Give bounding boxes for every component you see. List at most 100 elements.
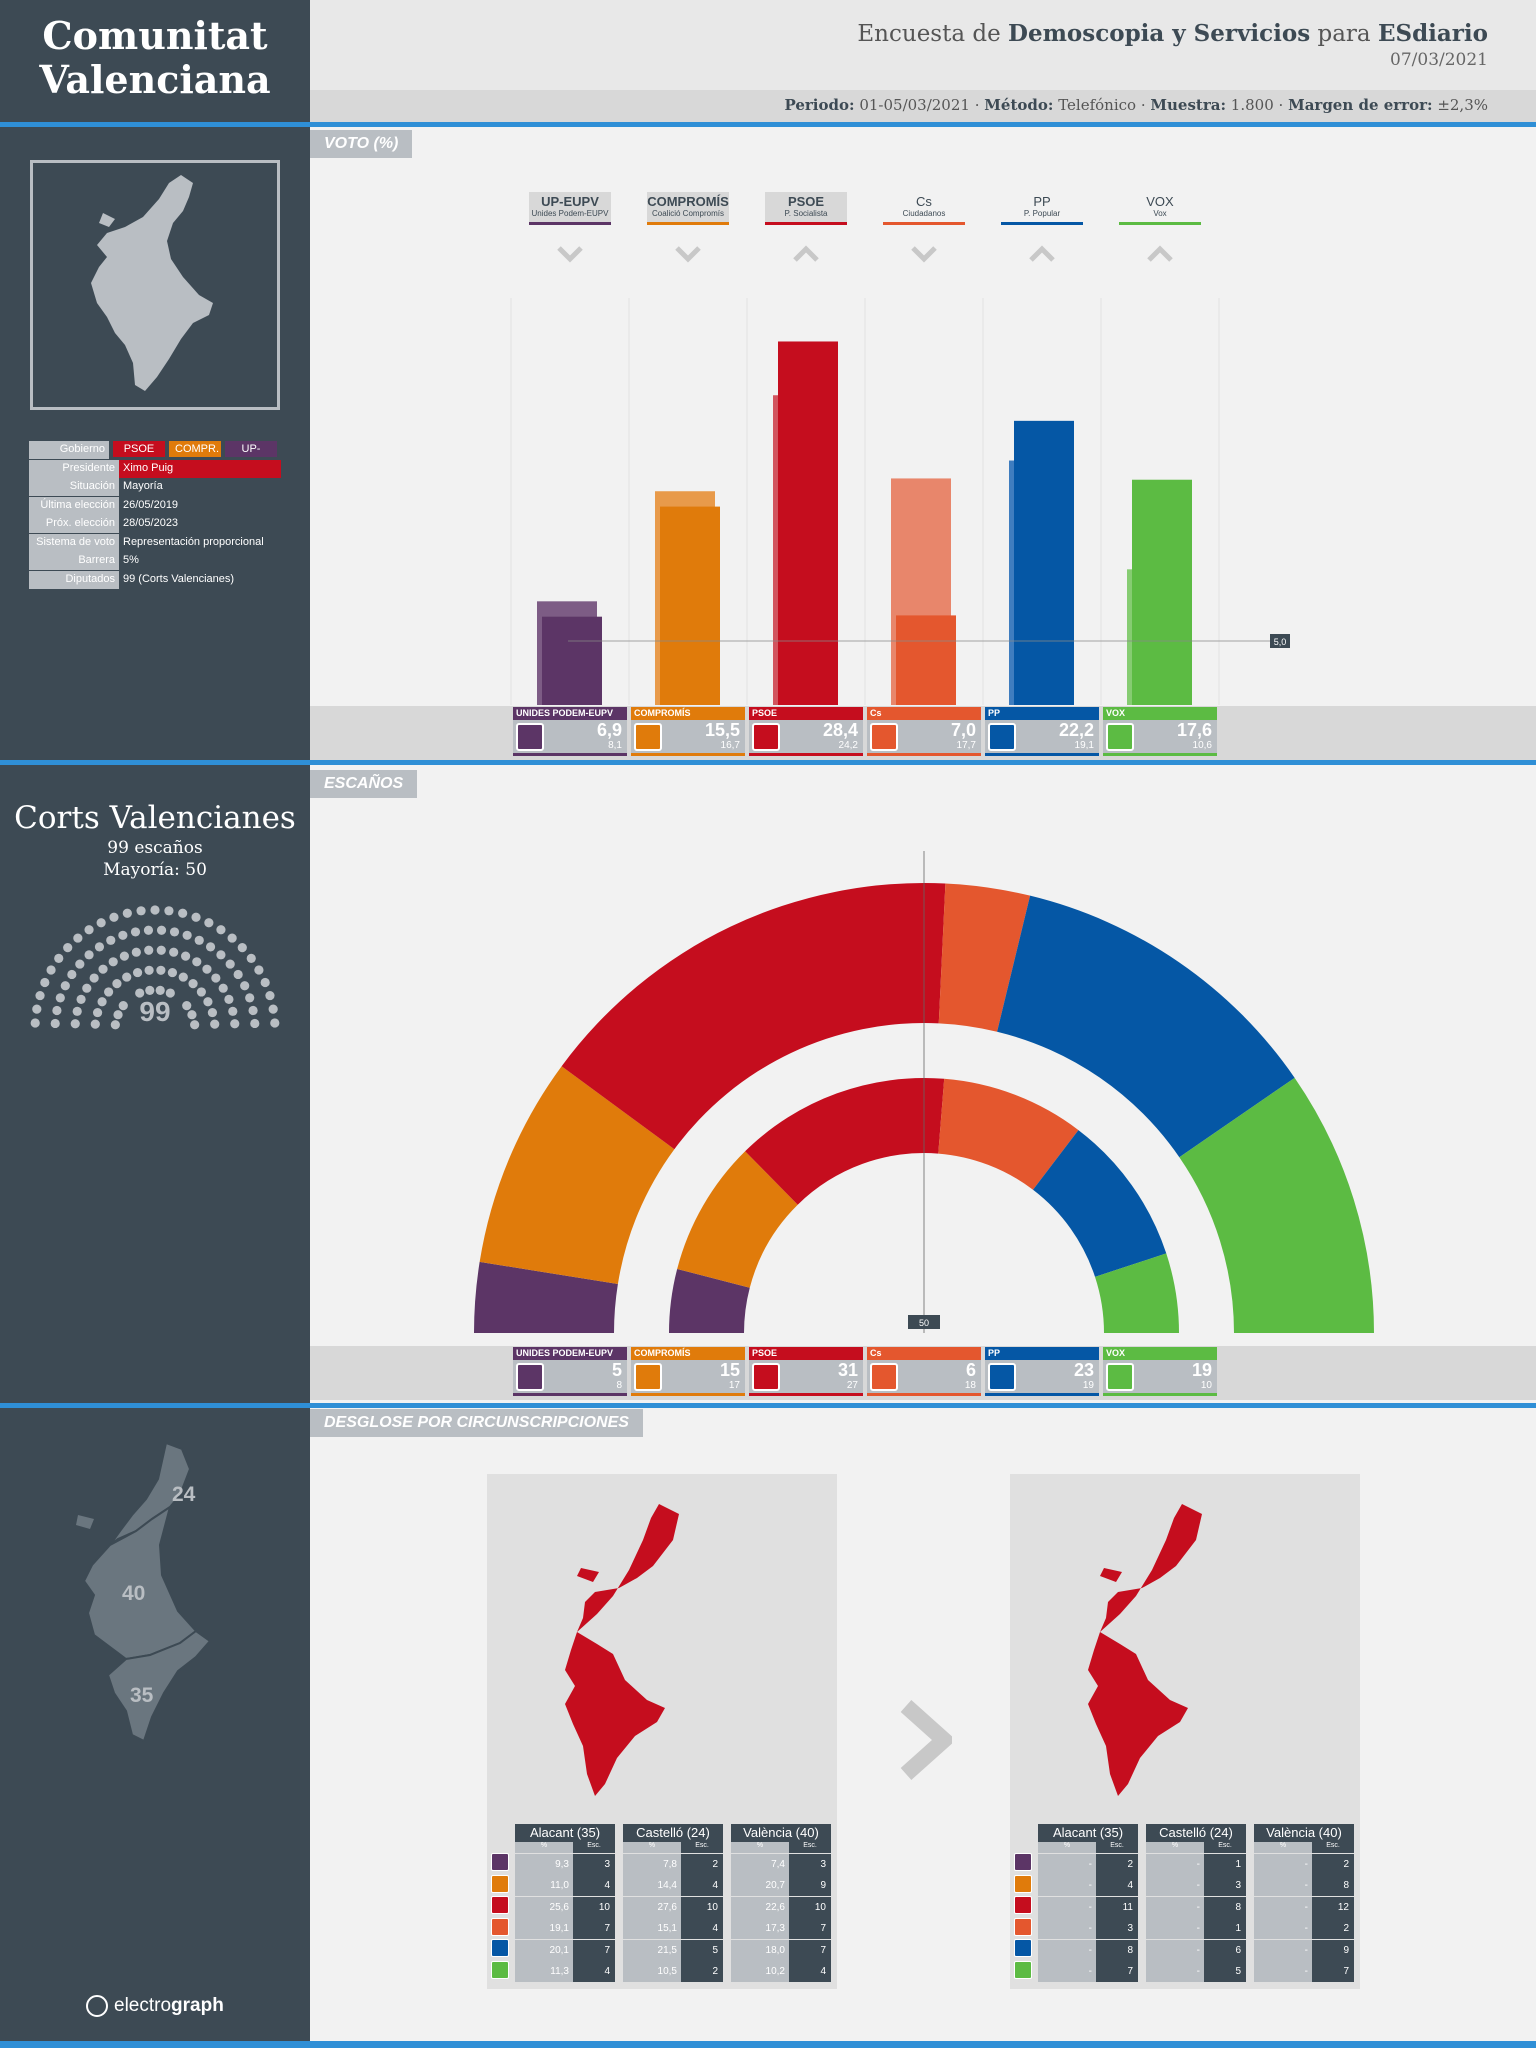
table-row: 18,0 7	[731, 1939, 831, 1961]
table-row: -2	[1254, 1918, 1354, 1939]
seat-dot	[90, 1019, 100, 1029]
seat-arc-poll-psoe	[561, 883, 946, 1150]
cell-esc: 7	[789, 1918, 831, 1939]
seat-dot	[104, 987, 114, 997]
card-up: UNIDES PODEM-EUPV 5 8	[513, 1347, 627, 1396]
table-row: -8	[1254, 1875, 1354, 1896]
cell-esc: 8	[1096, 1939, 1138, 1961]
cell-esc: 2	[681, 1853, 723, 1875]
seat-dot	[55, 993, 65, 1003]
seat-dot	[32, 1004, 42, 1014]
cell-esc: 10	[681, 1896, 723, 1918]
table-row: -11	[1038, 1896, 1138, 1918]
info-value: 99 (Corts Valencianes)	[123, 572, 235, 585]
circ-tables-poll: Alacant (35)% Esc. 9,3 3 11,0 4 25,6 10 19,1 7 20,…	[515, 1824, 831, 1982]
cell-pct: 7,4	[731, 1853, 789, 1875]
cell-pct: -	[1254, 1939, 1312, 1961]
client: ESdiario	[1377, 20, 1488, 47]
seat-dot	[178, 908, 188, 918]
info-key: Presidente	[29, 459, 119, 478]
table-row: -7	[1038, 1961, 1138, 1982]
card-pp: PP 23 19	[985, 1347, 1099, 1396]
cell-esc: 7	[1312, 1961, 1354, 1982]
seat-dot	[119, 951, 129, 961]
circ-table-title: Castelló (24)	[1146, 1824, 1246, 1842]
seat-dot	[110, 1020, 120, 1030]
table-row: -2	[1038, 1853, 1138, 1875]
muestra-key: Muestra:	[1150, 96, 1227, 114]
cell-pct: -	[1038, 1939, 1096, 1961]
poll-meta: Periodo: 01-05/03/2021 · Método: Telefón…	[784, 96, 1488, 114]
cell-esc: 10	[573, 1896, 615, 1918]
cell-pct: 10,2	[731, 1961, 789, 1982]
vox-icon	[1014, 1960, 1032, 1979]
seat-dot	[228, 1006, 238, 1016]
seat-dot	[155, 985, 165, 995]
up-icon	[491, 1853, 509, 1871]
seat-dot	[50, 1018, 60, 1029]
cell-pct: -	[1038, 1896, 1096, 1918]
chevron-up-icon	[1029, 245, 1055, 262]
bar-poll-up	[542, 616, 602, 705]
logo-text-2: graph	[171, 1995, 224, 2017]
cell-esc: 4	[1096, 1875, 1138, 1896]
chevron-down-icon	[911, 246, 937, 263]
cs-logo-icon	[870, 1363, 898, 1391]
cell-esc: 7	[1096, 1961, 1138, 1982]
seat-dot	[145, 985, 155, 995]
seat-dot	[205, 942, 216, 952]
card-name: COMPROMÍS	[631, 1347, 745, 1360]
seat-dot	[67, 969, 77, 980]
compromis-logo-icon	[634, 1363, 662, 1391]
gov-up: UP-EUPV	[225, 441, 277, 471]
legend-fullname: Unides Podem-EUPV	[531, 209, 609, 218]
cell-esc: 8	[1312, 1875, 1354, 1896]
info-key: Diputados	[29, 570, 119, 589]
cell-pct: 15,1	[623, 1918, 681, 1939]
cell-pct: 21,5	[623, 1939, 681, 1961]
cell-esc: 9	[1312, 1939, 1354, 1961]
pp-icon	[491, 1939, 509, 1957]
col-pct-header: %	[623, 1842, 681, 1853]
info-key: Próx. elección	[29, 515, 119, 533]
seat-arc-poll-pp	[997, 895, 1295, 1158]
gov-psoe: PSOE	[113, 441, 165, 457]
legend-name: VOX	[1146, 194, 1174, 209]
cs-icon	[491, 1917, 509, 1936]
cell-pct: 20,1	[515, 1939, 573, 1961]
legend-box: COMPROMÍS Coalició Compromís	[647, 192, 729, 225]
card-prev-value: 10	[1200, 1380, 1212, 1391]
card-compromis: COMPROMÍS 15,5 16,7	[631, 707, 745, 756]
cell-esc: 5	[681, 1939, 723, 1961]
bar-poll-pp	[1014, 420, 1074, 705]
seat-dot	[216, 950, 226, 960]
info-key: Barrera	[29, 552, 119, 570]
threshold-label: 5,0	[1274, 637, 1287, 647]
seat-dot	[76, 994, 86, 1004]
cell-esc: 8	[1204, 1896, 1246, 1918]
col-esc-header: Esc.	[789, 1842, 831, 1853]
seat-dot	[108, 957, 118, 967]
section-voto: VOTO (%)	[310, 130, 413, 158]
circ-tables-prev: Alacant (35)% Esc. -2-4-11-3-8-7 Castelló (…	[1038, 1824, 1354, 1982]
corts-seats: 99 escaños	[107, 838, 203, 858]
card-prev-value: 19,1	[1074, 740, 1094, 751]
cell-esc: 2	[681, 1961, 723, 1982]
circ-label-valencia: 40	[122, 1582, 146, 1605]
seat-dot	[72, 1006, 82, 1016]
cell-esc: 3	[1096, 1918, 1138, 1939]
card-value: 28,4	[822, 720, 858, 740]
table-row: -1	[1146, 1918, 1246, 1939]
info-key: Sistema de voto	[29, 533, 119, 552]
periodo-value: 01-05/03/2021	[859, 96, 970, 114]
card-prev-value: 8	[616, 1380, 622, 1391]
cell-pct: -	[1038, 1875, 1096, 1896]
seat-dot	[122, 908, 132, 918]
info-row-ultima: Última elección 26/05/2019	[29, 496, 281, 515]
metodo-key: Método:	[984, 96, 1054, 114]
table-row: 17,3 7	[731, 1918, 831, 1939]
table-row: -12	[1254, 1896, 1354, 1918]
info-value: Mayoría	[123, 480, 163, 492]
